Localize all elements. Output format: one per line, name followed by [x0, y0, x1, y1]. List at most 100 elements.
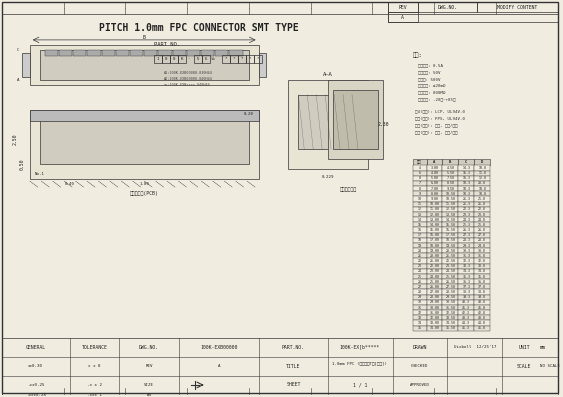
Text: 18.8: 18.8 — [478, 192, 486, 196]
Text: 30.8: 30.8 — [478, 249, 486, 253]
Text: 38.3: 38.3 — [462, 290, 470, 294]
Text: 100K-EXB00000: 100K-EXB00000 — [200, 345, 238, 350]
Text: 备注:: 备注: — [413, 52, 422, 58]
Text: 13.50: 13.50 — [445, 212, 455, 216]
Bar — [474, 295, 490, 300]
Text: A—A: A—A — [323, 72, 333, 77]
Bar — [474, 191, 490, 197]
Bar — [443, 159, 458, 166]
Text: 24.3: 24.3 — [462, 218, 470, 222]
Text: No.1: No.1 — [35, 172, 45, 176]
Text: 16.00: 16.00 — [430, 233, 440, 237]
Text: 18.8: 18.8 — [478, 187, 486, 191]
Bar — [458, 207, 474, 212]
Bar — [458, 315, 474, 320]
Text: 25.50: 25.50 — [445, 275, 455, 279]
Text: A: A — [17, 78, 19, 82]
Text: 4: 4 — [419, 166, 421, 170]
Text: 100K-EX[b*****: 100K-EX[b***** — [340, 345, 380, 350]
Bar — [474, 258, 490, 264]
Bar — [458, 166, 474, 171]
Bar — [388, 2, 558, 22]
Text: 1.0mm FPC (半包下接T型[正建]): 1.0mm FPC (半包下接T型[正建]) — [332, 361, 387, 365]
Bar — [458, 176, 474, 181]
Bar — [298, 94, 358, 149]
Bar — [413, 238, 427, 243]
Text: 22.8: 22.8 — [478, 207, 486, 211]
Bar — [474, 320, 490, 326]
Text: 26.3: 26.3 — [462, 228, 470, 232]
Text: 20.8: 20.8 — [478, 181, 486, 185]
Text: 接触电阻: ≤20mΩ: 接触电阻: ≤20mΩ — [418, 84, 445, 88]
Text: 24.00: 24.00 — [430, 275, 440, 279]
Bar — [427, 305, 443, 310]
Text: 27.3: 27.3 — [462, 233, 470, 237]
Bar — [427, 176, 443, 181]
Bar — [443, 248, 458, 253]
Bar — [413, 243, 427, 248]
Text: 20: 20 — [418, 249, 422, 253]
Text: K: K — [181, 57, 183, 61]
Bar — [413, 295, 427, 300]
Text: x±0.30: x±0.30 — [28, 364, 43, 368]
Bar — [458, 227, 474, 233]
Bar — [427, 186, 443, 191]
Text: 37.3: 37.3 — [462, 285, 470, 289]
Text: 27.00: 27.00 — [430, 290, 440, 294]
Bar — [474, 197, 490, 202]
Bar — [474, 279, 490, 284]
Text: 6: 6 — [204, 57, 207, 61]
Bar — [474, 264, 490, 269]
Bar — [413, 207, 427, 212]
Text: 26.8: 26.8 — [478, 228, 486, 232]
Text: x ± 8: x ± 8 — [88, 364, 101, 368]
Bar — [73, 50, 86, 56]
Bar — [427, 243, 443, 248]
Text: 12.50: 12.50 — [445, 207, 455, 211]
Text: 31.8: 31.8 — [478, 254, 486, 258]
Text: 21.3: 21.3 — [462, 197, 470, 201]
Bar — [162, 55, 170, 63]
Bar — [101, 50, 115, 56]
Text: 数量: 数量 — [417, 160, 422, 164]
Bar — [458, 248, 474, 253]
Text: 30.00: 30.00 — [430, 306, 440, 310]
Text: 21: 21 — [418, 254, 422, 258]
Text: 16: 16 — [418, 228, 422, 232]
Text: 34.3: 34.3 — [462, 270, 470, 274]
Text: 16.3: 16.3 — [462, 176, 470, 180]
Text: -: - — [187, 57, 190, 61]
Text: 15.50: 15.50 — [445, 223, 455, 227]
Bar — [427, 222, 443, 227]
Bar — [413, 310, 427, 315]
Text: PITCH 1.0mm FPC CONNECTOR SMT TYPE: PITCH 1.0mm FPC CONNECTOR SMT TYPE — [99, 23, 299, 33]
Bar — [443, 186, 458, 191]
Text: 41.3: 41.3 — [462, 306, 470, 310]
Bar — [427, 310, 443, 315]
Bar — [474, 202, 490, 207]
Bar — [413, 197, 427, 202]
Text: A2:100K-EXB00000-040H44: A2:100K-EXB00000-040H44 — [164, 77, 213, 81]
Text: 35.50: 35.50 — [445, 326, 455, 330]
Text: 31.50: 31.50 — [445, 306, 455, 310]
Text: 工作温度: -20℃~+85℃: 工作温度: -20℃~+85℃ — [418, 98, 455, 102]
Bar — [413, 186, 427, 191]
Text: 18.3: 18.3 — [462, 192, 470, 196]
Text: 23.3: 23.3 — [462, 212, 470, 216]
Text: *: * — [256, 57, 259, 61]
Text: 10.00: 10.00 — [430, 202, 440, 206]
Text: 15.3: 15.3 — [462, 171, 470, 175]
Bar — [116, 50, 129, 56]
Text: 35.3: 35.3 — [462, 275, 470, 279]
Bar — [40, 50, 249, 80]
Bar — [443, 202, 458, 207]
Text: 18.3: 18.3 — [462, 181, 470, 185]
Text: 29.50: 29.50 — [445, 295, 455, 299]
Text: 33.50: 33.50 — [445, 316, 455, 320]
Bar — [458, 217, 474, 222]
Text: 5: 5 — [196, 57, 199, 61]
Text: 22.3: 22.3 — [462, 207, 470, 211]
Text: 18.3: 18.3 — [462, 187, 470, 191]
Bar — [30, 110, 258, 179]
Text: 富4(材料): LCP, UL94V-0: 富4(材料): LCP, UL94V-0 — [414, 110, 464, 114]
